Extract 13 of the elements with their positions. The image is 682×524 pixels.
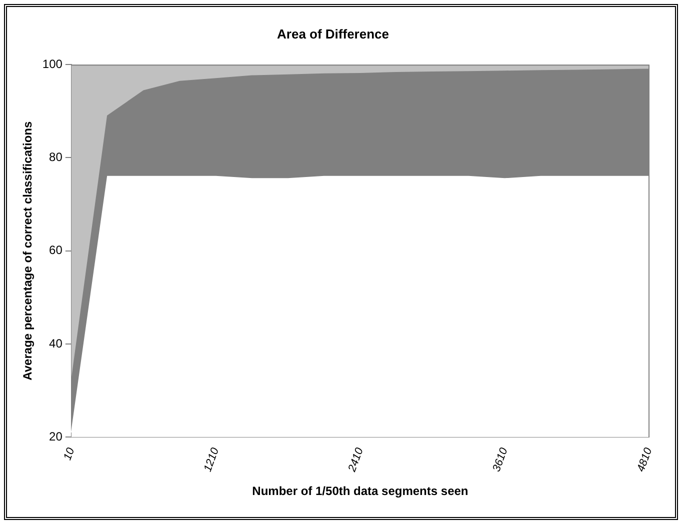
x-tick-label: 2410 [346,445,366,474]
y-axis-title: Average percentage of correct classifications [20,121,35,380]
x-tick-label: 3610 [490,445,511,474]
y-tick-label: 80 [49,150,63,164]
y-tick-label: 20 [49,429,63,444]
y-tick-label: 100 [42,56,63,71]
x-tick-label: 10 [62,445,78,462]
y-tick-label: 40 [49,336,63,350]
y-tick-label: 60 [49,243,63,258]
x-tick-label: 4810 [635,445,655,474]
chart-title: Area of Difference [277,26,389,42]
x-axis-title: Number of 1/50th data segments seen [252,484,468,498]
x-tick-label: 1210 [202,445,222,474]
